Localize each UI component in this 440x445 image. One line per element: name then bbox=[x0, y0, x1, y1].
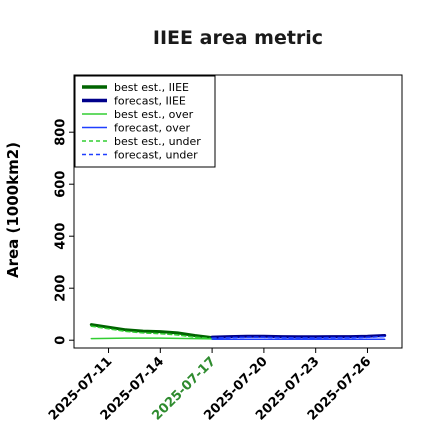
y-tick-label: 400 bbox=[54, 223, 69, 250]
legend-label: best est., IIEE bbox=[114, 81, 189, 94]
series-line-2 bbox=[90, 337, 213, 340]
legend-label: forecast, over bbox=[114, 122, 190, 135]
y-axis-label: Area (1000km2) bbox=[4, 142, 22, 278]
legend-label: forecast, under bbox=[114, 149, 198, 162]
y-tick-label: 800 bbox=[54, 119, 69, 146]
series-line-5 bbox=[211, 335, 386, 339]
x-ticks: 2025-07-112025-07-142025-07-172025-07-20… bbox=[46, 348, 374, 424]
series-line-1 bbox=[210, 334, 387, 339]
series-line-4 bbox=[90, 325, 213, 340]
legend-label: best est., over bbox=[114, 108, 194, 121]
y-tick-label: 600 bbox=[54, 171, 69, 198]
series-layer bbox=[89, 323, 387, 340]
legend-label: forecast, IIEE bbox=[114, 95, 186, 108]
y-ticks: 0 200 400 600 800 bbox=[54, 119, 74, 345]
y-tick-label: 200 bbox=[54, 275, 69, 302]
legend-box bbox=[74, 75, 216, 168]
series-line-0 bbox=[89, 323, 214, 340]
y-tick-label: 0 bbox=[54, 336, 69, 345]
chart-title: IIEE area metric bbox=[153, 27, 323, 49]
legend-label: best est., under bbox=[114, 135, 201, 148]
